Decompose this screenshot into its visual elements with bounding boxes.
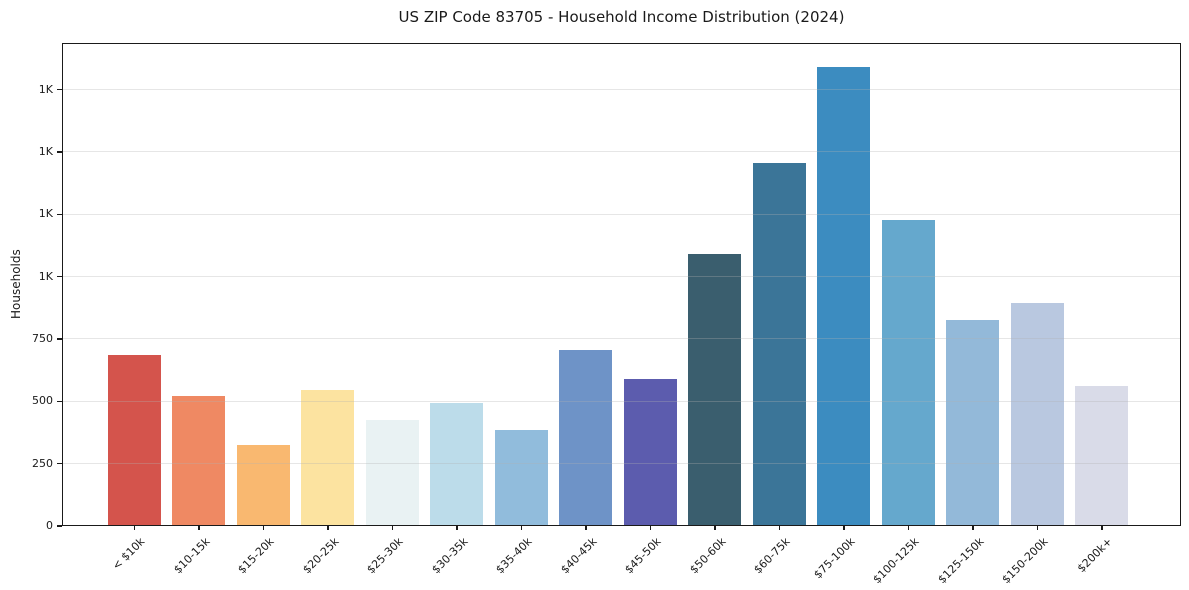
- bar-$125-150k: [946, 320, 999, 525]
- gridline-1250: [63, 213, 1180, 215]
- bar-$40-45k: [559, 350, 612, 525]
- x-tick-mark: [649, 526, 652, 530]
- x-tick-mark: [327, 526, 329, 530]
- x-tick-label-text: $50-60k: [686, 535, 729, 577]
- bar-$200k+: [1075, 386, 1128, 525]
- bar-$150-200k: [1010, 302, 1064, 525]
- bar-$10-15k: [172, 396, 225, 525]
- y-tick-mark: [57, 462, 62, 465]
- bar-$45-50k: [623, 378, 677, 525]
- gridline-250: [63, 463, 1180, 465]
- x-tick-mark: [1101, 526, 1103, 530]
- y-tick-label: 500: [32, 394, 53, 408]
- bar-$100-125k: [881, 219, 935, 525]
- x-tick-label-text: $45-50k: [622, 535, 664, 577]
- y-tick-label: 1K: [38, 269, 53, 283]
- bar-< $10k: [107, 355, 161, 525]
- x-tick-label-text: $25-30k: [364, 535, 406, 577]
- gridline-1750: [63, 89, 1180, 91]
- gridline-1000: [63, 276, 1180, 278]
- x-tick-mark: [843, 526, 845, 530]
- x-tick-label-text: $35-40k: [493, 535, 535, 577]
- x-tick-mark: [262, 526, 265, 530]
- chart-title: US ZIP Code 83705 - Household Income Dis…: [398, 8, 845, 26]
- y-tick-mark: [57, 151, 62, 153]
- x-tick-mark: [133, 526, 136, 530]
- y-tick-mark: [57, 213, 62, 215]
- y-tick-mark: [57, 88, 62, 91]
- x-tick-label-text: $60-75k: [751, 535, 793, 577]
- x-tick-mark: [198, 526, 200, 530]
- x-tick-label-text: $75-100k: [810, 535, 858, 582]
- x-tick-label-text: $200k+: [1075, 535, 1116, 576]
- bar-$35-40k: [494, 430, 548, 525]
- y-tick-label: 1K: [38, 82, 53, 96]
- x-tick-label-text: $125-150k: [935, 535, 987, 587]
- gridline-750: [63, 338, 1180, 340]
- bar-$50-60k: [688, 253, 741, 525]
- x-tick-mark: [1036, 526, 1039, 530]
- y-tick-label: 1K: [38, 207, 53, 221]
- x-tick-mark: [778, 526, 781, 530]
- x-tick-mark: [585, 526, 587, 530]
- x-tick-label-text: $20-25k: [299, 535, 342, 577]
- x-tick-label-text: $15-20k: [235, 535, 277, 577]
- x-tick-label-text: $10-15k: [170, 535, 213, 577]
- x-tick-mark: [972, 526, 974, 530]
- x-tick-mark: [520, 526, 523, 530]
- x-tick-label-text: $100-125k: [870, 535, 922, 587]
- y-tick-mark: [57, 338, 62, 340]
- y-axis-label: Households: [9, 249, 23, 320]
- bar-$25-30k: [365, 420, 419, 525]
- x-tick-label-text: $30-35k: [428, 535, 471, 577]
- y-tick-label: 250: [32, 456, 53, 470]
- x-tick-label-text: $40-45k: [557, 535, 600, 577]
- gridline-1500: [63, 151, 1180, 153]
- x-tick-mark: [714, 526, 716, 530]
- x-tick-mark: [907, 526, 910, 530]
- bar-$15-20k: [236, 444, 290, 525]
- bar-$75-100k: [817, 66, 870, 525]
- x-tick-mark: [391, 526, 394, 530]
- y-tick-label: 0: [46, 519, 53, 532]
- y-tick-mark: [57, 275, 62, 278]
- x-tick-label-text: $150-200k: [999, 535, 1051, 587]
- y-tick-label: 1K: [38, 144, 53, 158]
- y-tick-mark: [57, 400, 62, 402]
- gridline-500: [63, 400, 1180, 402]
- bar-$20-25k: [301, 390, 354, 525]
- x-tick-mark: [456, 526, 458, 530]
- bar-$30-35k: [430, 403, 483, 525]
- x-tick-label-text: < $10k: [110, 535, 148, 573]
- y-tick-mark: [57, 525, 62, 527]
- bar-$60-75k: [752, 162, 806, 525]
- y-tick-label: 750: [32, 331, 53, 345]
- plot-area: [62, 43, 1181, 526]
